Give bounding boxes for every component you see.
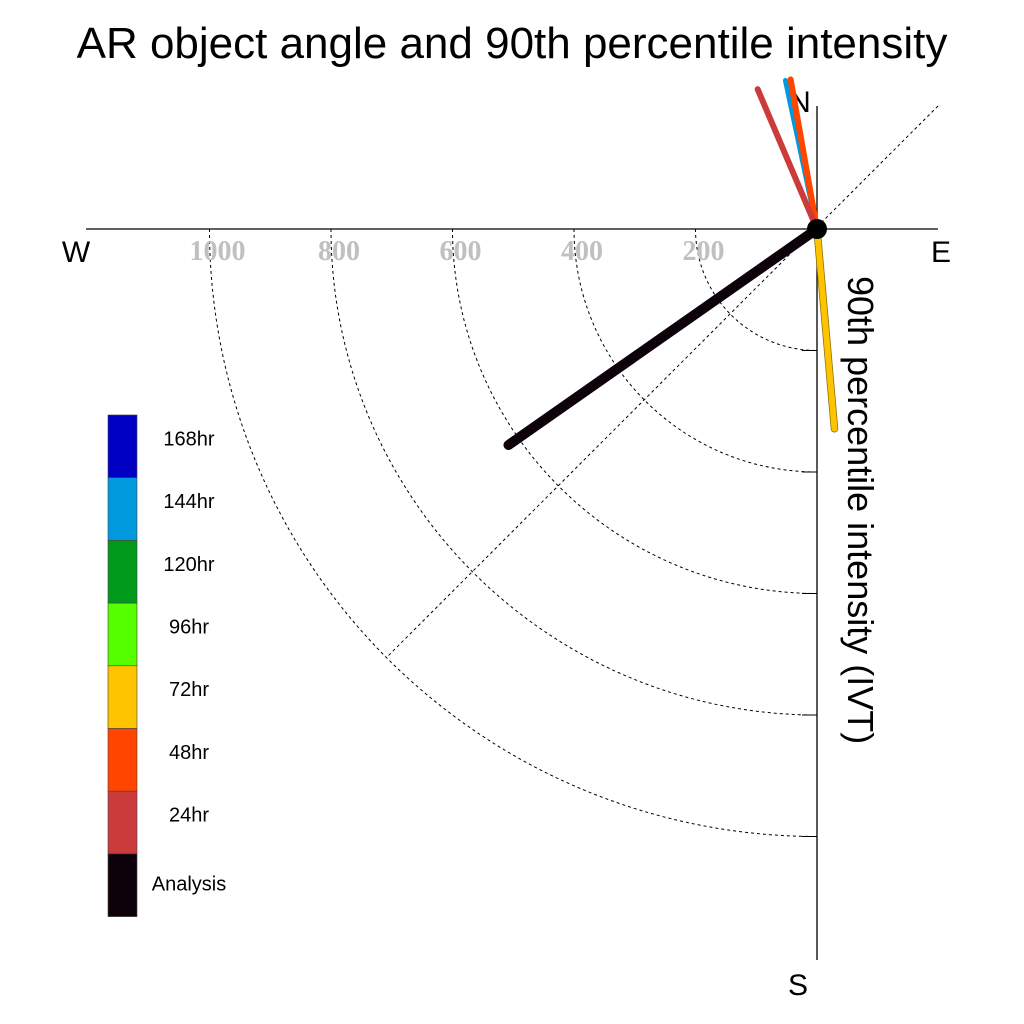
- vector-series: [503, 76, 839, 451]
- legend-swatch-168hr: [107, 414, 138, 479]
- legend-label: 24hr: [169, 805, 209, 827]
- diagonal-gridline: [387, 105, 939, 657]
- legend-label: 48hr: [169, 742, 209, 764]
- compass-south-label: S: [788, 969, 808, 1002]
- radial-tick-label: 1000: [190, 236, 246, 267]
- legend-label: 168hr: [163, 428, 214, 450]
- chart-title: AR object angle and 90th percentile inte…: [77, 19, 948, 68]
- legend-swatch-96hr: [107, 602, 138, 667]
- polar-grid: [209, 228, 818, 837]
- vector-72hr: [814, 226, 838, 432]
- radial-tick-labels: 200 400 600 800 1000: [190, 236, 725, 267]
- radial-gridline-600: [452, 228, 818, 594]
- radial-gridline-200: [695, 228, 818, 351]
- vector-48hr: [787, 76, 820, 232]
- legend: 168hr 144hr 120hr 96hr 72hr 48hr 24hr Analysis: [107, 414, 226, 917]
- legend-label: 96hr: [169, 616, 209, 638]
- origin-dot: [807, 219, 827, 239]
- radial-tick-label: 200: [683, 236, 725, 267]
- legend-label: 120hr: [163, 554, 214, 576]
- legend-label: Analysis: [152, 873, 226, 895]
- legend-swatch-24hr: [107, 790, 138, 855]
- radial-gridline-1000: [209, 228, 818, 837]
- y-axis-label: 90th percentile intensity (IVT): [840, 276, 881, 744]
- legend-swatch-144hr: [107, 477, 138, 541]
- radial-gridline-400: [573, 228, 818, 473]
- legend-swatch-120hr: [107, 540, 138, 604]
- legend-swatch-analysis: [107, 853, 138, 917]
- radial-gridline-800: [330, 228, 818, 716]
- legend-swatch-48hr: [107, 728, 138, 792]
- compass-west-label: W: [62, 236, 91, 269]
- legend-label: 72hr: [169, 679, 209, 701]
- legend-swatch-72hr: [107, 665, 138, 729]
- legend-label: 144hr: [163, 491, 214, 513]
- vector-24hr: [754, 86, 820, 232]
- radial-tick-label: 400: [561, 236, 603, 267]
- compass-east-label: E: [931, 236, 951, 269]
- radial-tick-label: 800: [318, 236, 360, 267]
- vector-analysis: [503, 224, 822, 451]
- radial-tick-label: 600: [440, 236, 482, 267]
